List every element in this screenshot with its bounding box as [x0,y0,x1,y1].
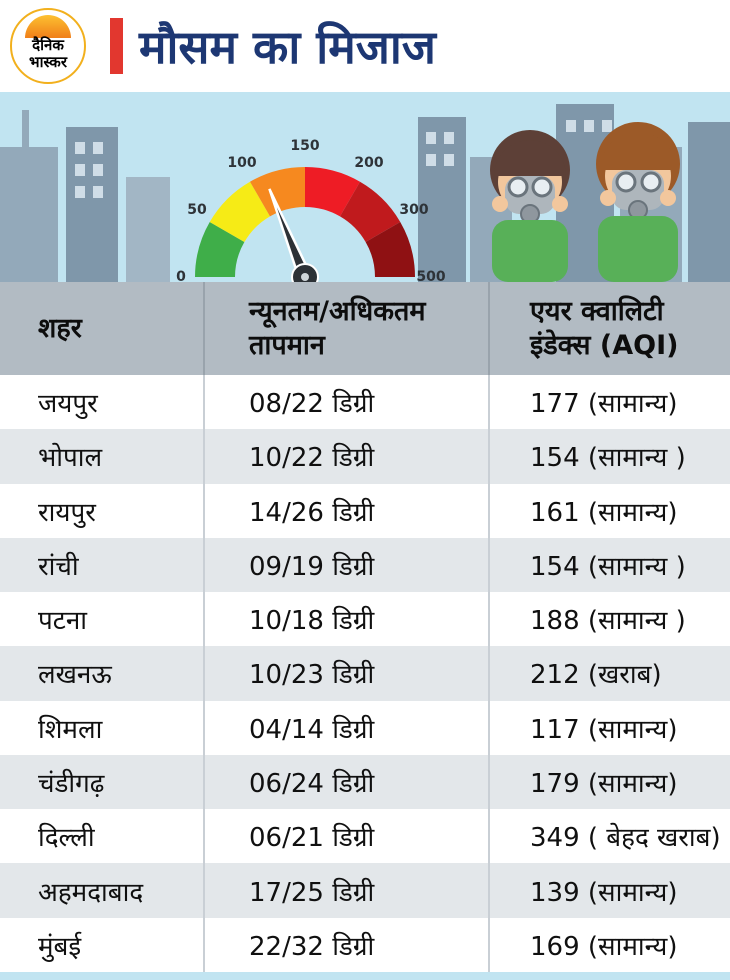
logo-line1: दैनिक [32,36,64,55]
temperature-cell: 17/25 डिग्री [205,863,490,918]
table-body: जयपुर 08/22 डिग्री 177 (सामान्य) भोपाल 1… [0,375,730,972]
sun-icon [25,15,71,38]
city-cell: लखनऊ [0,646,205,701]
gauge-segment-darkred [340,181,401,242]
aqi-gauge: 0 50 100 150 200 300 500 [176,138,446,282]
table-row: जयपुर 08/22 डिग्री 177 (सामान्य) [0,375,730,430]
aqi-cell: 154 (सामान्य ) [530,443,686,474]
header-aqi: एयर क्वालिटी इंडेक्स (AQI) [530,295,679,361]
temperature-cell: 10/22 डिग्री [205,429,490,484]
gauge-needle [268,188,319,282]
table-row: दिल्ली 06/21 डिग्री 349 ( बेहद खराब) [0,809,730,864]
city-cell: शिमला [0,700,205,755]
logo-line2: भास्कर [29,53,67,71]
temperature-cell: 09/19 डिग्री [205,537,490,593]
table-row: भोपाल 10/22 डिग्री 154 (सामान्य ) [0,429,730,484]
gauge-segment-orange [250,167,305,217]
aqi-cell: 188 (सामान्य ) [530,606,686,637]
city-cell: जयपुर [0,375,205,430]
temperature-cell: 10/23 डिग्री [205,646,490,701]
aqi-cell: 117 (सामान्य) [530,714,678,745]
gauge-tick-300: 300 [399,202,428,218]
header-temperature: न्यूनतम/अधिकतम तापमान [205,282,490,375]
table-row: शिमला 04/14 डिग्री 117 (सामान्य) [0,700,730,755]
aqi-cell: 154 (सामान्य ) [530,551,686,582]
gauge-segment-red [305,167,360,217]
city-cell: रायपुर [0,483,205,538]
table-row: रांची 09/19 डिग्री 154 (सामान्य ) [0,537,730,593]
footer-strip [0,972,730,980]
illustration-svg: 0 50 100 150 200 300 500 [0,104,730,282]
gauge-tick-500: 500 [416,269,445,282]
gauge-tick-200: 200 [354,155,383,171]
header-city: शहर [0,282,205,375]
aqi-cell: 139 (सामान्य) [530,877,678,908]
table-header-row: शहर न्यूनतम/अधिकतम तापमान एयर क्वालिटी इ… [0,282,730,375]
aqi-cell: 169 (सामान्य) [530,931,678,962]
temperature-cell: 22/32 डिग्री [205,917,490,972]
aqi-cell: 349 ( बेहद खराब) [530,823,721,854]
table-row: अहमदाबाद 17/25 डिग्री 139 (सामान्य) [0,863,730,918]
gauge-segment-green [195,222,245,277]
city-cell: चंडीगढ़ [0,754,205,810]
logo-text: दैनिक भास्कर [29,37,67,71]
temperature-cell: 06/24 डिग्री [205,754,490,810]
table-row: रायपुर 14/26 डिग्री 161 (सामान्य) [0,483,730,538]
table-row: पटना 10/18 डिग्री 188 (सामान्य ) [0,592,730,647]
city-cell: पटना [0,592,205,647]
illustration-band: 0 50 100 150 200 300 500 [0,92,730,282]
gauge-segment-maroon [365,222,415,277]
dainik-bhaskar-logo: दैनिक भास्कर [10,8,86,84]
aqi-cell: 212 (खराब) [530,660,662,691]
city-cell: भोपाल [0,429,205,484]
temperature-cell: 10/18 डिग्री [205,592,490,647]
city-cell: दिल्ली [0,809,205,864]
gauge-tick-150: 150 [290,138,319,154]
city-cell: मुंबई [0,917,205,972]
table-row: मुंबई 22/32 डिग्री 169 (सामान्य) [0,917,730,972]
table-row: लखनऊ 10/23 डिग्री 212 (खराब) [0,646,730,701]
temperature-cell: 04/14 डिग्री [205,700,490,755]
city-cell: अहमदाबाद [0,863,205,918]
kids-with-masks [490,122,680,282]
aqi-cell: 161 (सामान्य) [530,497,678,528]
title-accent-bar [110,18,123,74]
gauge-segment-yellow [209,181,270,242]
temperature-cell: 08/22 डिग्री [205,375,490,430]
brand-bar: दैनिक भास्कर मौसम का मिजाज [0,0,730,92]
aqi-cell: 177 (सामान्य) [530,389,678,420]
gauge-tick-100: 100 [227,155,256,171]
temperature-cell: 14/26 डिग्री [205,483,490,538]
temperature-cell: 06/21 डिग्री [205,809,490,864]
gauge-tick-50: 50 [187,202,207,218]
aqi-cell: 179 (सामान्य) [530,768,678,799]
gauge-tick-0: 0 [176,269,186,282]
city-cell: रांची [0,537,205,593]
page-title: मौसम का मिजाज [139,20,436,74]
table-row: चंडीगढ़ 06/24 डिग्री 179 (सामान्य) [0,754,730,810]
